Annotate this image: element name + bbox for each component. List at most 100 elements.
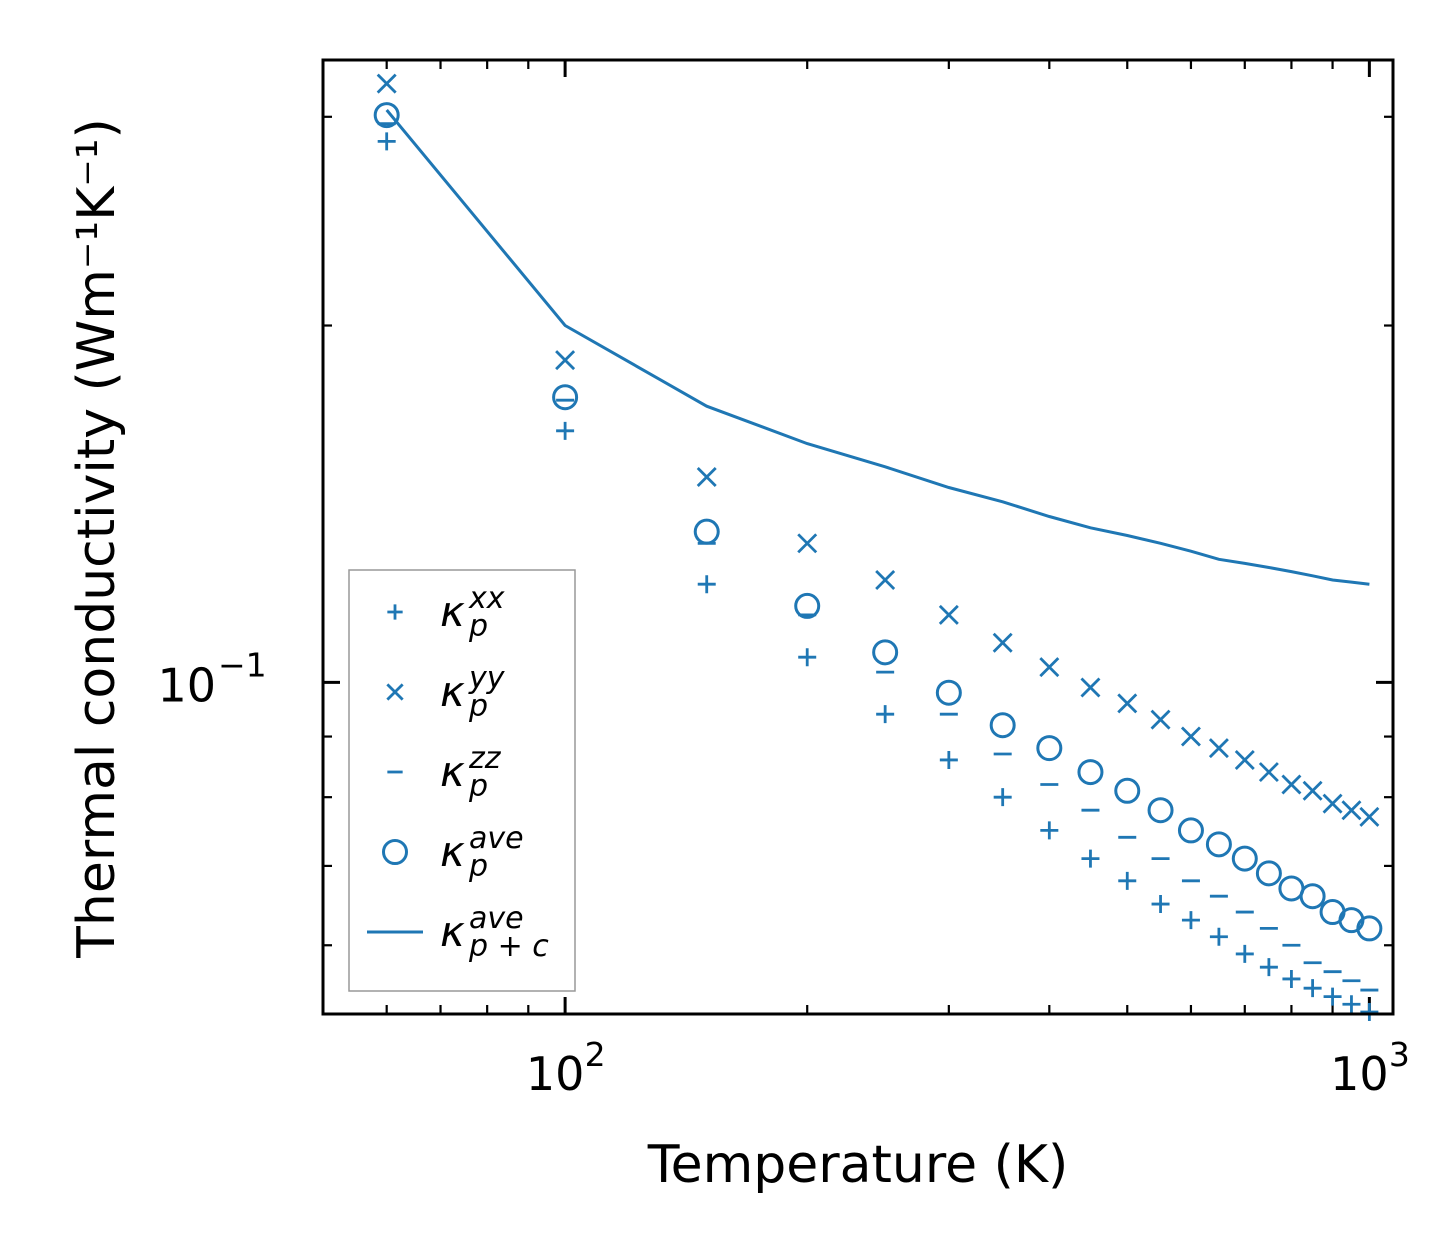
legend-label: κ [440,587,465,636]
data-point-kappa_p_yy [1117,693,1138,714]
legend-label-base: κ [440,827,465,876]
y-tick-labels: 10 −1 [157,645,266,712]
data-point-kappa_p_xx [1360,1003,1379,1022]
legend-label-superscript: ave [469,901,524,936]
series-kappa_p_ave [373,102,1383,942]
data-point-kappa_p_xx [1040,821,1059,840]
legend-label-subscript: p + c [468,929,549,964]
plot-area [373,73,1383,1022]
data-point-kappa_p_xx [556,421,575,440]
data-point-kappa_p_ave [794,592,821,619]
plot-frame [321,58,1395,1016]
data-point-kappa_p_xx [1259,958,1278,977]
data-point-kappa_p_ave [872,639,899,666]
legend-swatch [382,839,408,865]
legend-label: κ [440,907,465,956]
legend-label-subscript: p [468,769,488,804]
data-point-kappa_p_ave [1114,777,1141,804]
data-point-kappa_p_yy [875,569,896,590]
data-point-kappa_p_yy [1258,762,1279,783]
data-point-kappa_p_ave [1205,831,1232,858]
x-axis-label: Temperature (K) [647,1135,1069,1195]
data-point-kappa_p_ave [552,384,579,411]
data-point-kappa_p_yy [1180,726,1201,747]
x-tick-label: 10 [526,1047,585,1101]
legend-label: κ [440,747,465,796]
data-point-kappa_p_ave [373,102,400,129]
series-line-kappa_pc_ave [385,109,1370,586]
legend-label-superscript: ave [469,821,524,856]
data-point-kappa_p_xx [1323,987,1342,1006]
data-point-kappa_p_xx [1303,979,1322,998]
data-point-kappa_p_yy [1302,780,1323,801]
data-point-kappa_p_xx [1282,969,1301,988]
data-point-kappa_p_xx [1342,995,1361,1014]
data-point-kappa_p_yy [1208,738,1229,759]
data-point-kappa_p_ave [1299,883,1326,910]
series-kappa_p_xx [377,132,1379,1022]
series-kappa_p_yy [376,73,1380,827]
data-point-kappa_p_xx [876,705,895,724]
x-tick-label-exponent: 3 [1389,1035,1410,1074]
legend-entry-kappa_p_zz: κ pzz [387,741,502,804]
data-point-kappa_p_yy [1080,677,1101,698]
legend-entry-kappa_p_yy: κ pyy [386,661,506,724]
data-point-kappa_p_yy [992,632,1013,653]
series-kappa_pc_ave [385,109,1370,586]
legend-swatch [387,604,403,620]
legend-label: κ [440,827,465,876]
data-point-kappa_p_yy [1359,806,1380,827]
legend-label-base: κ [440,907,465,956]
data-point-kappa_p_ave [1177,817,1204,844]
data-point-kappa_p_ave [1356,915,1383,942]
data-point-kappa_p_yy [1281,774,1302,795]
legend-label-base: κ [440,587,465,636]
data-point-kappa_p_xx [798,648,817,667]
y-tick-label: 10 [157,658,216,712]
x-tick-label-exponent: 2 [585,1035,606,1074]
data-point-kappa_p_ave [935,679,962,706]
series-kappa_p_zz [377,122,1379,992]
data-point-kappa_p_xx [697,575,716,594]
x-tick-labels: 10 2 10 3 [526,1035,1410,1101]
data-point-kappa_p_xx [1209,927,1228,946]
data-point-kappa_p_yy [1039,657,1060,678]
data-point-kappa_p_yy [555,350,576,371]
y-tick-label-exponent: −1 [218,645,267,684]
data-point-kappa_p_ave [1036,735,1063,762]
data-point-kappa_p_xx [1181,911,1200,930]
data-point-kappa_p_ave [1255,860,1282,887]
legend-label: κ [440,667,465,716]
legend-label-base: κ [440,747,465,796]
data-point-kappa_p_yy [1322,793,1343,814]
data-point-kappa_p_xx [1118,871,1137,890]
data-point-kappa_p_yy [797,533,818,554]
legend-entry-kappa_p_xx: κ pxx [387,581,505,644]
data-point-kappa_p_yy [1234,749,1255,770]
data-point-kappa_p_yy [1150,709,1171,730]
legend-label-superscript: yy [468,661,506,696]
legend-label-subscript: p [468,849,488,884]
legend-swatch [386,683,404,701]
data-point-kappa_p_xx [939,750,958,769]
data-point-kappa_p_yy [696,467,717,488]
data-point-kappa_p_ave [989,712,1016,739]
legend-label-superscript: xx [468,581,505,616]
legend-label-superscript: zz [468,741,502,776]
data-point-kappa_p_ave [1231,845,1258,872]
data-point-kappa_p_yy [376,73,397,94]
data-point-kappa_p_ave [1278,875,1305,902]
data-point-kappa_p_yy [938,604,959,625]
data-point-kappa_p_ave [1147,797,1174,824]
data-point-kappa_p_yy [1341,800,1362,821]
x-tick-label: 10 [1330,1047,1389,1101]
data-point-kappa_p_ave [693,518,720,545]
y-axis-label: Thermal conductivity (Wm⁻¹K⁻¹) [67,118,127,959]
legend-label-subscript: p [468,609,488,644]
legend-frame [348,569,576,992]
data-point-kappa_p_xx [377,132,396,151]
